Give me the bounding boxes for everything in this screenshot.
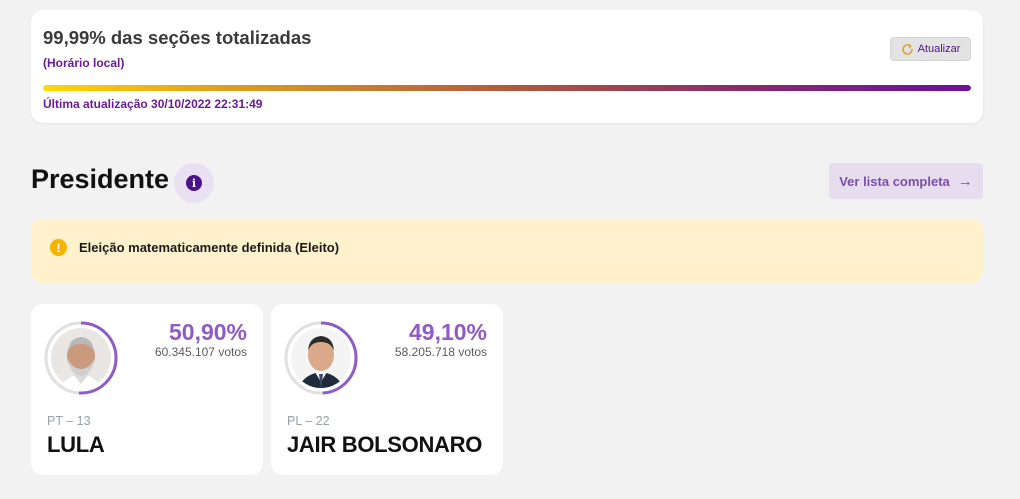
candidate-avatar [43,320,119,396]
candidate-card[interactable]: 50,90% 60.345.107 votos PT – 13 LULA [31,304,263,475]
last-update-text: Última atualização 30/10/2022 22:31:49 [43,97,263,111]
election-status-alert: ! Eleição matematicamente definida (Elei… [31,219,983,283]
candidate-avatar [283,320,359,396]
totalization-progress-bar [43,85,971,91]
office-info-button[interactable]: i [174,163,214,203]
candidate-party: PT – 13 [47,414,91,428]
candidate-card[interactable]: 49,10% 58.205.718 votos PL – 22 JAIR BOL… [271,304,503,475]
alert-text: Eleição matematicamente definida (Eleito… [79,240,340,255]
candidate-votes: 60.345.107 votos [154,345,247,359]
candidate-name: JAIR BOLSONARO [287,432,483,457]
totalization-status-card: 99,99% das seções totalizadas (Horário l… [31,10,983,123]
candidate-photo [284,321,358,395]
page-title: Presidente [31,164,170,194]
refresh-label: Atualizar [917,43,961,55]
refresh-button[interactable]: Atualizar [890,37,971,61]
candidate-photo [44,321,118,395]
totalization-title: 99,99% das seções totalizadas [43,27,312,48]
view-full-list-label: Ver lista completa [839,173,950,189]
view-full-list-button[interactable]: Ver lista completa → [829,163,983,199]
candidate-percentage: 50,90% [168,319,247,345]
refresh-icon [901,43,914,56]
timezone-note: (Horário local) [43,56,125,70]
totalization-progress-fill [43,85,971,91]
candidate-percentage: 49,10% [408,319,487,345]
info-icon: ! [50,239,67,256]
info-icon: i [186,175,202,191]
arrow-right-icon: → [957,172,973,190]
candidate-name: LULA [47,432,105,457]
candidate-votes: 58.205.718 votos [394,345,487,359]
candidate-party: PL – 22 [287,414,330,428]
